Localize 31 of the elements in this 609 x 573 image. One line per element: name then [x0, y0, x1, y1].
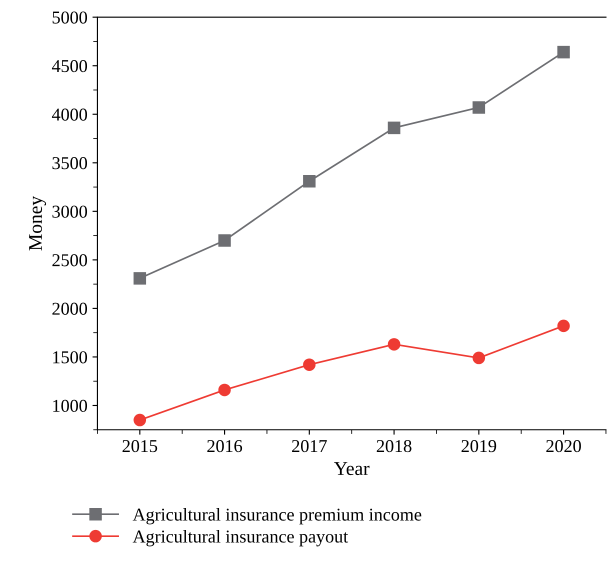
y-tick-label: 1500 [53, 351, 88, 364]
point [218, 234, 231, 247]
y-tick-label: 4000 [52, 108, 88, 121]
point [218, 384, 231, 396]
point [472, 101, 486, 114]
point [303, 358, 316, 371]
x-tick-label: 2015 [122, 440, 158, 452]
point [472, 352, 486, 364]
point [557, 46, 570, 58]
x-tick-label: 2018 [376, 440, 412, 452]
x-tick-label: 2016 [207, 440, 242, 452]
legend-label: Agricultural insurance premium income [132, 508, 422, 524]
y-tick-label: 2500 [52, 254, 88, 266]
point [388, 122, 400, 134]
x-tick-label: 2017 [292, 440, 327, 452]
y-tick-label: 4500 [52, 60, 88, 72]
legend-label: Agricultural insurance payout [132, 530, 348, 546]
y-axis-title: Money [29, 196, 46, 250]
y-tick-label: 1000 [53, 400, 88, 412]
x-axis-title: Year [334, 462, 370, 476]
x-tick-label: 2019 [462, 440, 496, 452]
y-tick-label: 3000 [52, 206, 88, 218]
point [134, 272, 146, 285]
point [134, 414, 146, 426]
point [388, 338, 400, 351]
point [303, 174, 316, 188]
y-tick-label: 5000 [52, 11, 88, 24]
x-tick-label: 2020 [546, 440, 581, 452]
point [557, 320, 570, 332]
y-tick-label: 2000 [52, 302, 88, 315]
y-tick-label: 3500 [52, 157, 88, 170]
